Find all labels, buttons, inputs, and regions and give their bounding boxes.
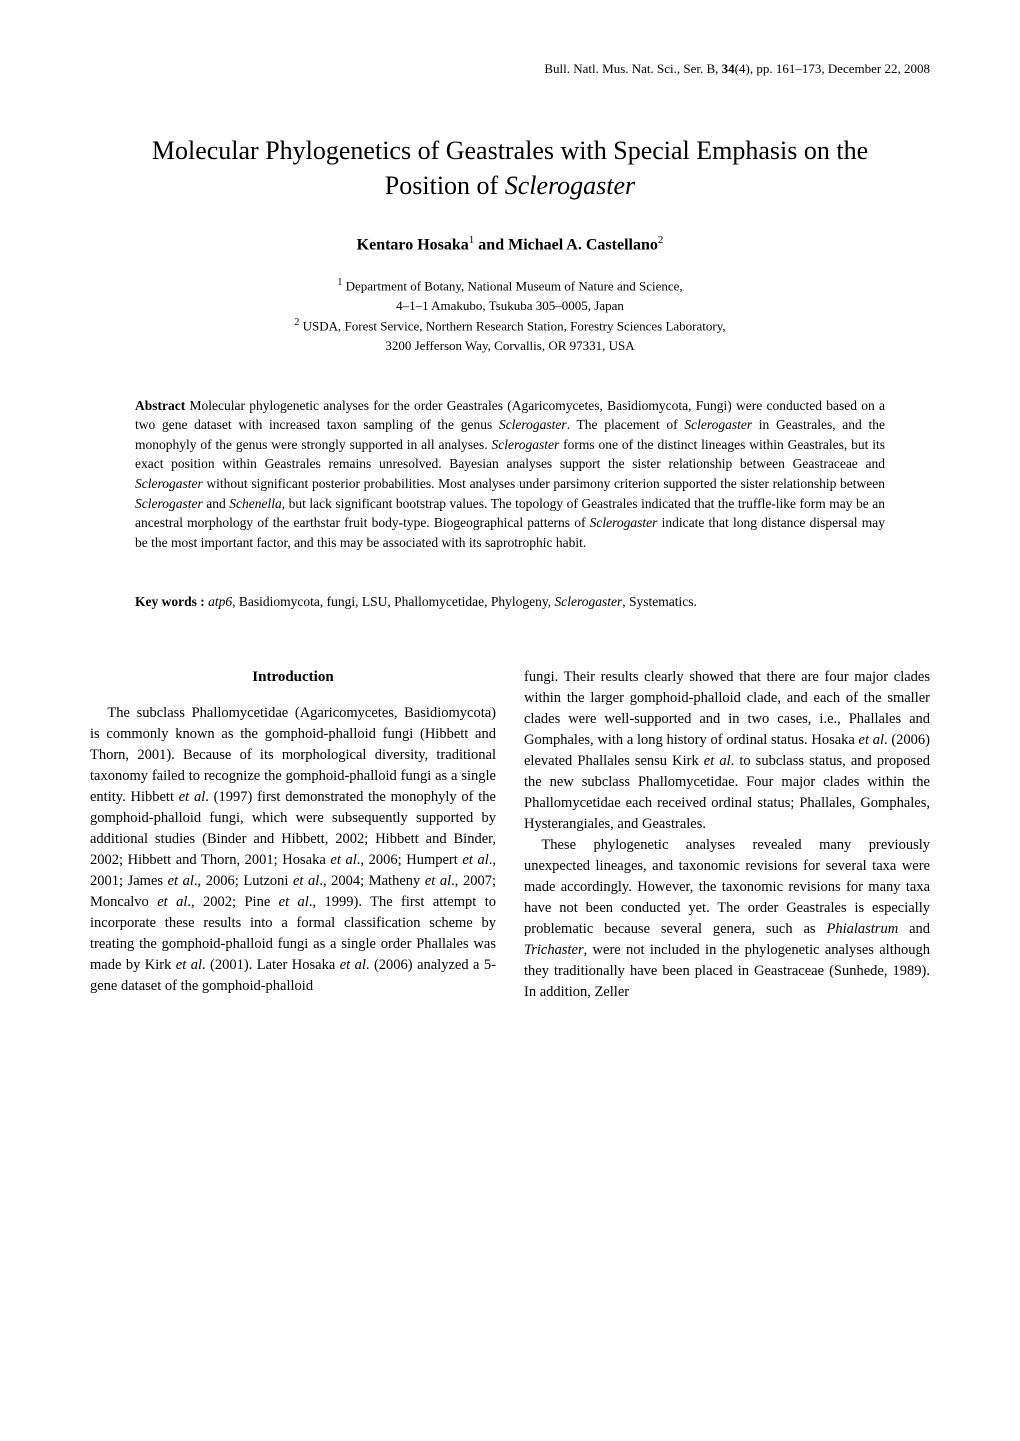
- abstract-t2: . The placement of: [567, 417, 685, 432]
- journal-header: Bull. Natl. Mus. Nat. Sci., Ser. B, 34(4…: [90, 60, 930, 78]
- intro-l-i2: et al: [330, 852, 356, 868]
- keywords-label: Key words :: [135, 594, 205, 609]
- intro-l-i10: et al: [340, 957, 366, 973]
- keywords-i1: atp6: [208, 594, 232, 609]
- abstract-i7: Sclerogaster: [590, 515, 658, 530]
- intro-l-h: ., 2002; Pine: [187, 894, 278, 910]
- intro-l-i8: et al: [279, 894, 309, 910]
- intro-r1-i2: et al: [704, 753, 731, 769]
- journal-name: Bull. Natl. Mus. Nat. Sci., Ser. B,: [544, 61, 721, 76]
- body-columns: Introduction The subclass Phallomycetida…: [90, 667, 930, 1003]
- keywords-t3: , Systematics.: [622, 594, 697, 609]
- authors-line: Kentaro Hosaka1 and Michael A. Castellan…: [90, 233, 930, 257]
- authors-connector: and: [474, 237, 508, 254]
- article-title: Molecular Phylogenetics of Geastrales wi…: [90, 133, 930, 203]
- left-column: Introduction The subclass Phallomycetida…: [90, 667, 496, 1003]
- affil-2-line-1: USDA, Forest Service, Northern Research …: [299, 319, 725, 334]
- intro-r2-i1: Phialastrum: [826, 921, 898, 937]
- abstract-i3: Sclerogaster: [492, 437, 560, 452]
- intro-l-c: ., 2006; Humpert: [357, 852, 463, 868]
- author-2-affil-sup: 2: [658, 234, 664, 246]
- affil-1-line-2: 4–1–1 Amakubo, Tsukuba 305–0005, Japan: [396, 298, 624, 313]
- author-2-name: Michael A. Castellano: [508, 237, 658, 254]
- abstract-label: Abstract: [135, 398, 185, 413]
- abstract-i2: Sclerogaster: [684, 417, 752, 432]
- intro-l-i1: et al: [179, 789, 206, 805]
- right-column: fungi. Their results clearly showed that…: [524, 667, 930, 1003]
- intro-l-f: ., 2004; Matheny: [319, 873, 425, 889]
- intro-l-i5: et al: [293, 873, 319, 889]
- abstract-i1: Sclerogaster: [499, 417, 567, 432]
- abstract-i5: Sclerogaster: [135, 496, 203, 511]
- intro-para-right-1: fungi. Their results clearly showed that…: [524, 667, 930, 835]
- intro-l-e: ., 2006; Lutzoni: [194, 873, 293, 889]
- keywords-t2: , Basidiomycota, fungi, LSU, Phallomycet…: [232, 594, 554, 609]
- intro-l-i6: et al: [425, 873, 451, 889]
- keywords-i2: Sclerogaster: [554, 594, 622, 609]
- abstract-i6: Schenella: [229, 496, 281, 511]
- introduction-heading: Introduction: [90, 667, 496, 689]
- intro-r2-i2: Trichaster: [524, 942, 584, 958]
- intro-l-i4: et al: [168, 873, 194, 889]
- intro-r1-i1: et al: [859, 732, 884, 748]
- abstract-i4: Sclerogaster: [135, 476, 203, 491]
- title-line-2-italic: Sclerogaster: [505, 171, 635, 200]
- affiliations-block: 1 Department of Botany, National Museum …: [90, 275, 930, 356]
- abstract-t6: and: [203, 496, 230, 511]
- intro-para-right-2: These phylogenetic analyses revealed man…: [524, 835, 930, 1003]
- affil-1-line-1: Department of Botany, National Museum of…: [342, 278, 682, 293]
- intro-para-left: The subclass Phallomycetidae (Agaricomyc…: [90, 703, 496, 997]
- journal-volume: 34: [722, 61, 735, 76]
- intro-l-i3: et al: [462, 852, 488, 868]
- title-line-2-pre: Position of: [385, 171, 505, 200]
- intro-r2-b: and: [898, 921, 930, 937]
- intro-l-i9: et al: [176, 957, 202, 973]
- affil-2-line-2: 3200 Jefferson Way, Corvallis, OR 97331,…: [385, 338, 634, 353]
- keywords-block: Key words : atp6, Basidiomycota, fungi, …: [135, 592, 885, 612]
- title-line-1: Molecular Phylogenetics of Geastrales wi…: [152, 136, 868, 165]
- intro-l-j: . (2001). Later Hosaka: [202, 957, 340, 973]
- abstract-t5: without significant posterior probabilit…: [203, 476, 885, 491]
- abstract-block: Abstract Molecular phylogenetic analyses…: [135, 396, 885, 553]
- intro-l-i7: et al: [157, 894, 187, 910]
- journal-issue-date: (4), pp. 161–173, December 22, 2008: [735, 61, 930, 76]
- author-1-name: Kentaro Hosaka: [357, 237, 469, 254]
- intro-r2-c: , were not included in the phylogenetic …: [524, 942, 930, 1000]
